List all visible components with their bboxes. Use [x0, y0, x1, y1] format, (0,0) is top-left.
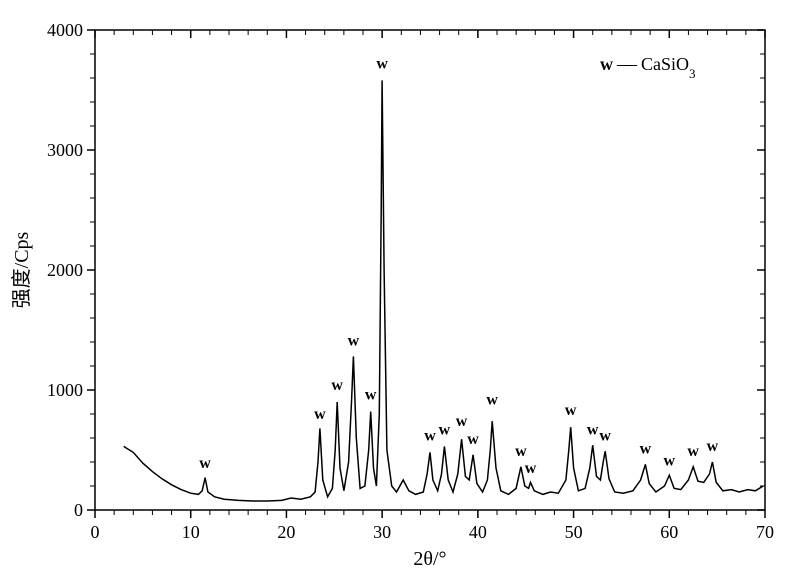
peak-label: w [515, 443, 527, 460]
x-axis-label: 2θ/° [413, 548, 446, 570]
x-tick-label: 50 [565, 522, 583, 542]
peak-label: w [424, 427, 436, 444]
y-tick-label: 0 [74, 500, 83, 520]
legend: w—CaSiO3 [600, 53, 696, 81]
x-tick-label: 60 [660, 522, 678, 542]
peak-label: w [376, 55, 388, 72]
peak-label: w [565, 402, 577, 419]
peak-label: w [331, 377, 343, 394]
peak-label: w [365, 387, 377, 404]
y-tick-label: 4000 [47, 20, 83, 40]
peak-label: w [640, 441, 652, 458]
peak-label: w [439, 421, 451, 438]
chart-svg: 0 10 20 30 40 50 60 70 2θ/° 0 1000 2000 3000 4000 强度/C… [0, 0, 800, 582]
peak-label: w [664, 453, 676, 470]
peak-label: w [199, 455, 211, 472]
x-tick-label: 30 [373, 522, 391, 542]
peak-label: w [348, 333, 360, 350]
peak-label: w [707, 438, 719, 455]
y-tick-label: 2000 [47, 260, 83, 280]
legend-text: w—CaSiO3 [600, 53, 696, 81]
x-tick-label: 70 [756, 522, 774, 542]
peak-label: w [467, 431, 479, 448]
x-tick-label: 0 [91, 522, 100, 542]
x-tick-label: 20 [277, 522, 295, 542]
y-tick-label: 1000 [47, 380, 83, 400]
peak-label: w [525, 460, 537, 477]
peak-label: w [456, 413, 468, 430]
y-axis-label: 强度/Cps [10, 231, 33, 308]
peak-label: w [599, 427, 611, 444]
peak-label: w [314, 406, 326, 423]
x-tick-label: 10 [182, 522, 200, 542]
xrd-chart: 0 10 20 30 40 50 60 70 2θ/° 0 1000 2000 3000 4000 强度/C… [0, 0, 800, 582]
x-tick-label: 40 [469, 522, 487, 542]
peak-label: w [587, 421, 599, 438]
peak-label: w [486, 391, 498, 408]
peak-label: w [687, 443, 699, 460]
y-tick-label: 3000 [47, 140, 83, 160]
